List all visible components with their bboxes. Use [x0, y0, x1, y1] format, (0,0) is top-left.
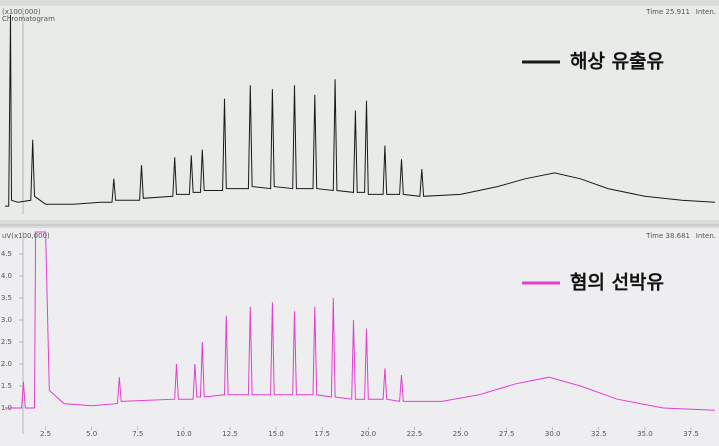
x-tick-label: 17.5	[314, 430, 330, 438]
corner-label: uV(x100,000)	[2, 232, 50, 240]
x-tick-label: 32.5	[591, 430, 607, 438]
x-tick-label: 27.5	[499, 430, 515, 438]
x-tick-label: 5.0	[86, 430, 97, 438]
top-panel	[0, 6, 719, 220]
corner-label: (x100,000)	[2, 8, 41, 16]
x-tick-label: 20.0	[361, 430, 377, 438]
y-tick-label: 3.0	[1, 316, 12, 324]
x-tick-label: 15.0	[268, 430, 284, 438]
x-tick-label: 35.0	[637, 430, 653, 438]
y-tick-label: 2.5	[1, 338, 12, 346]
y-tick-label: 1.5	[1, 382, 12, 390]
axis-label: Inten.	[696, 8, 716, 16]
x-tick-label: 22.5	[407, 430, 423, 438]
x-tick-label: 37.5	[683, 430, 699, 438]
legend-label: 혐의 선박유	[570, 272, 664, 294]
trace	[5, 231, 716, 411]
axis-label: Inten.	[696, 232, 716, 240]
y-tick-label: 4.5	[1, 250, 12, 258]
x-tick-label: 30.0	[545, 430, 561, 438]
x-tick-label: 10.0	[176, 430, 192, 438]
x-tick-label: 7.5	[132, 430, 143, 438]
panel-label: Chromatogram	[2, 15, 55, 23]
y-tick-label: 3.5	[1, 294, 12, 302]
bottom-panel	[0, 228, 719, 446]
x-tick-label: 2.5	[40, 430, 51, 438]
y-tick-label: 4.0	[1, 272, 12, 280]
legend-label: 해상 유출유	[570, 51, 664, 73]
time-label: Time 38.681	[645, 232, 690, 240]
y-tick-label: 2.0	[1, 360, 12, 368]
trace	[5, 14, 716, 207]
x-tick-label: 25.0	[453, 430, 469, 438]
x-tick-label: 12.5	[222, 430, 238, 438]
time-label: Time 25.911	[645, 8, 690, 16]
